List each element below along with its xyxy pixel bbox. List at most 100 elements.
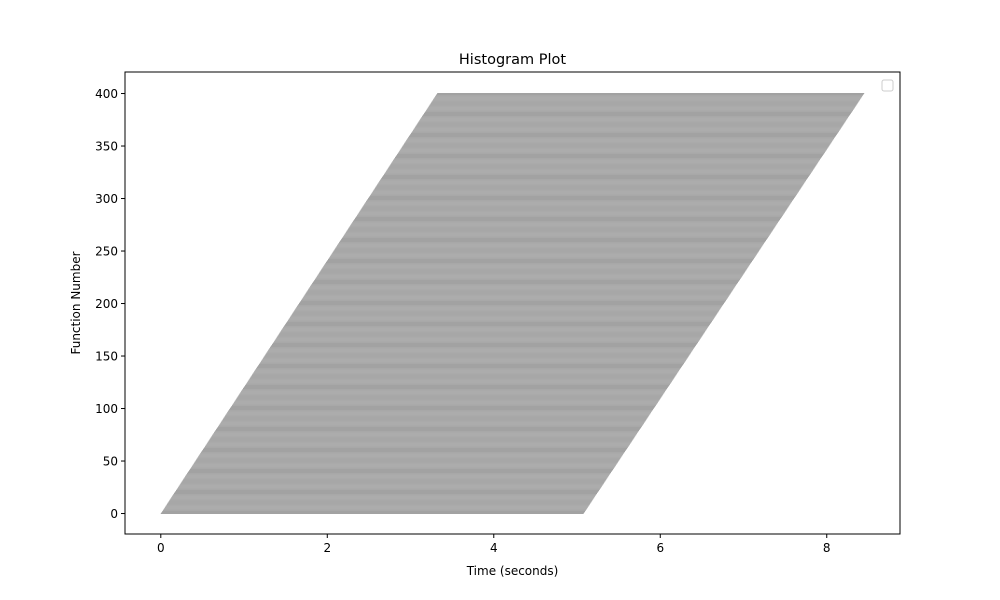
- bar: [255, 369, 680, 371]
- bar: [412, 129, 840, 131]
- bar: [313, 281, 739, 282]
- bar: [294, 309, 720, 311]
- bar: [413, 128, 841, 130]
- bar: [400, 148, 828, 150]
- bar: [240, 391, 666, 393]
- bar: [211, 435, 636, 437]
- bar: [419, 120, 846, 122]
- bar: [258, 364, 684, 365]
- bar: [370, 194, 797, 196]
- bar: [184, 476, 609, 478]
- bar: [245, 385, 670, 386]
- bar: [307, 290, 733, 292]
- bar: [264, 355, 689, 357]
- bar: [288, 318, 714, 320]
- bar: [195, 460, 619, 462]
- bar: [364, 203, 791, 205]
- bar: [292, 312, 718, 314]
- bar: [301, 299, 727, 301]
- bar: [256, 368, 681, 370]
- bar: [204, 446, 628, 448]
- chart-title: Histogram Plot: [459, 52, 566, 68]
- bar: [305, 292, 731, 294]
- bar: [382, 176, 809, 177]
- bar: [205, 444, 630, 446]
- bar: [254, 371, 679, 373]
- bar: [177, 487, 601, 489]
- bar: [386, 170, 813, 172]
- bar: [355, 217, 782, 218]
- bar: [259, 362, 684, 364]
- bar: [217, 427, 642, 428]
- bar: [285, 323, 711, 324]
- bar: [320, 270, 746, 272]
- bar: [200, 453, 624, 455]
- bar: [378, 182, 805, 184]
- bar: [250, 376, 675, 378]
- bar: [365, 201, 792, 203]
- bar: [183, 478, 607, 480]
- bar: [379, 180, 806, 182]
- bar: [169, 499, 593, 501]
- legend-box: [881, 79, 894, 92]
- bar: [369, 196, 796, 197]
- bar: [314, 278, 741, 280]
- bar: [352, 222, 778, 224]
- bar: [209, 438, 634, 440]
- bar: [309, 287, 735, 289]
- bar: [352, 221, 779, 223]
- bar: [265, 353, 691, 355]
- bar: [248, 379, 673, 381]
- bar: [298, 303, 724, 304]
- bar: [372, 190, 799, 192]
- bar: [307, 289, 734, 291]
- plot-frame: [124, 71, 901, 535]
- bar: [403, 144, 830, 146]
- bar: [341, 238, 768, 239]
- y-tick-label: 150: [95, 350, 118, 364]
- bar: [187, 472, 612, 473]
- bar: [338, 243, 764, 245]
- bar: [279, 332, 705, 334]
- bar: [253, 372, 678, 374]
- bar: [182, 480, 606, 482]
- bar: [423, 114, 851, 115]
- bar: [383, 175, 810, 176]
- bar: [249, 378, 674, 380]
- y-tick-label: 350: [95, 140, 118, 154]
- bar: [254, 370, 680, 372]
- bar: [163, 508, 587, 510]
- bar: [314, 280, 740, 281]
- bar: [198, 455, 623, 457]
- bar: [285, 324, 710, 325]
- bar: [368, 198, 795, 199]
- bar: [316, 275, 743, 277]
- bar: [391, 162, 818, 164]
- bar: [315, 277, 741, 279]
- bar: [235, 399, 660, 401]
- bar: [323, 266, 749, 268]
- bar: [362, 206, 789, 208]
- bar: [370, 193, 797, 195]
- bar: [406, 139, 834, 141]
- bar: [238, 395, 663, 397]
- bar: [243, 387, 668, 388]
- bar: [267, 351, 692, 353]
- bar: [268, 349, 694, 351]
- bar: [343, 235, 769, 237]
- bar: [244, 386, 669, 387]
- x-tick-label: 0: [157, 541, 165, 555]
- bar: [381, 177, 809, 178]
- bar: [170, 498, 594, 500]
- bar: [388, 166, 816, 168]
- bar: [398, 151, 825, 153]
- bar: [212, 434, 637, 436]
- y-tick-label: 250: [95, 245, 118, 259]
- bar: [178, 485, 602, 487]
- bar: [171, 497, 595, 499]
- bar: [354, 218, 781, 219]
- bar: [182, 479, 607, 481]
- bar: [410, 134, 837, 135]
- bar: [373, 189, 800, 191]
- bar: [171, 496, 595, 498]
